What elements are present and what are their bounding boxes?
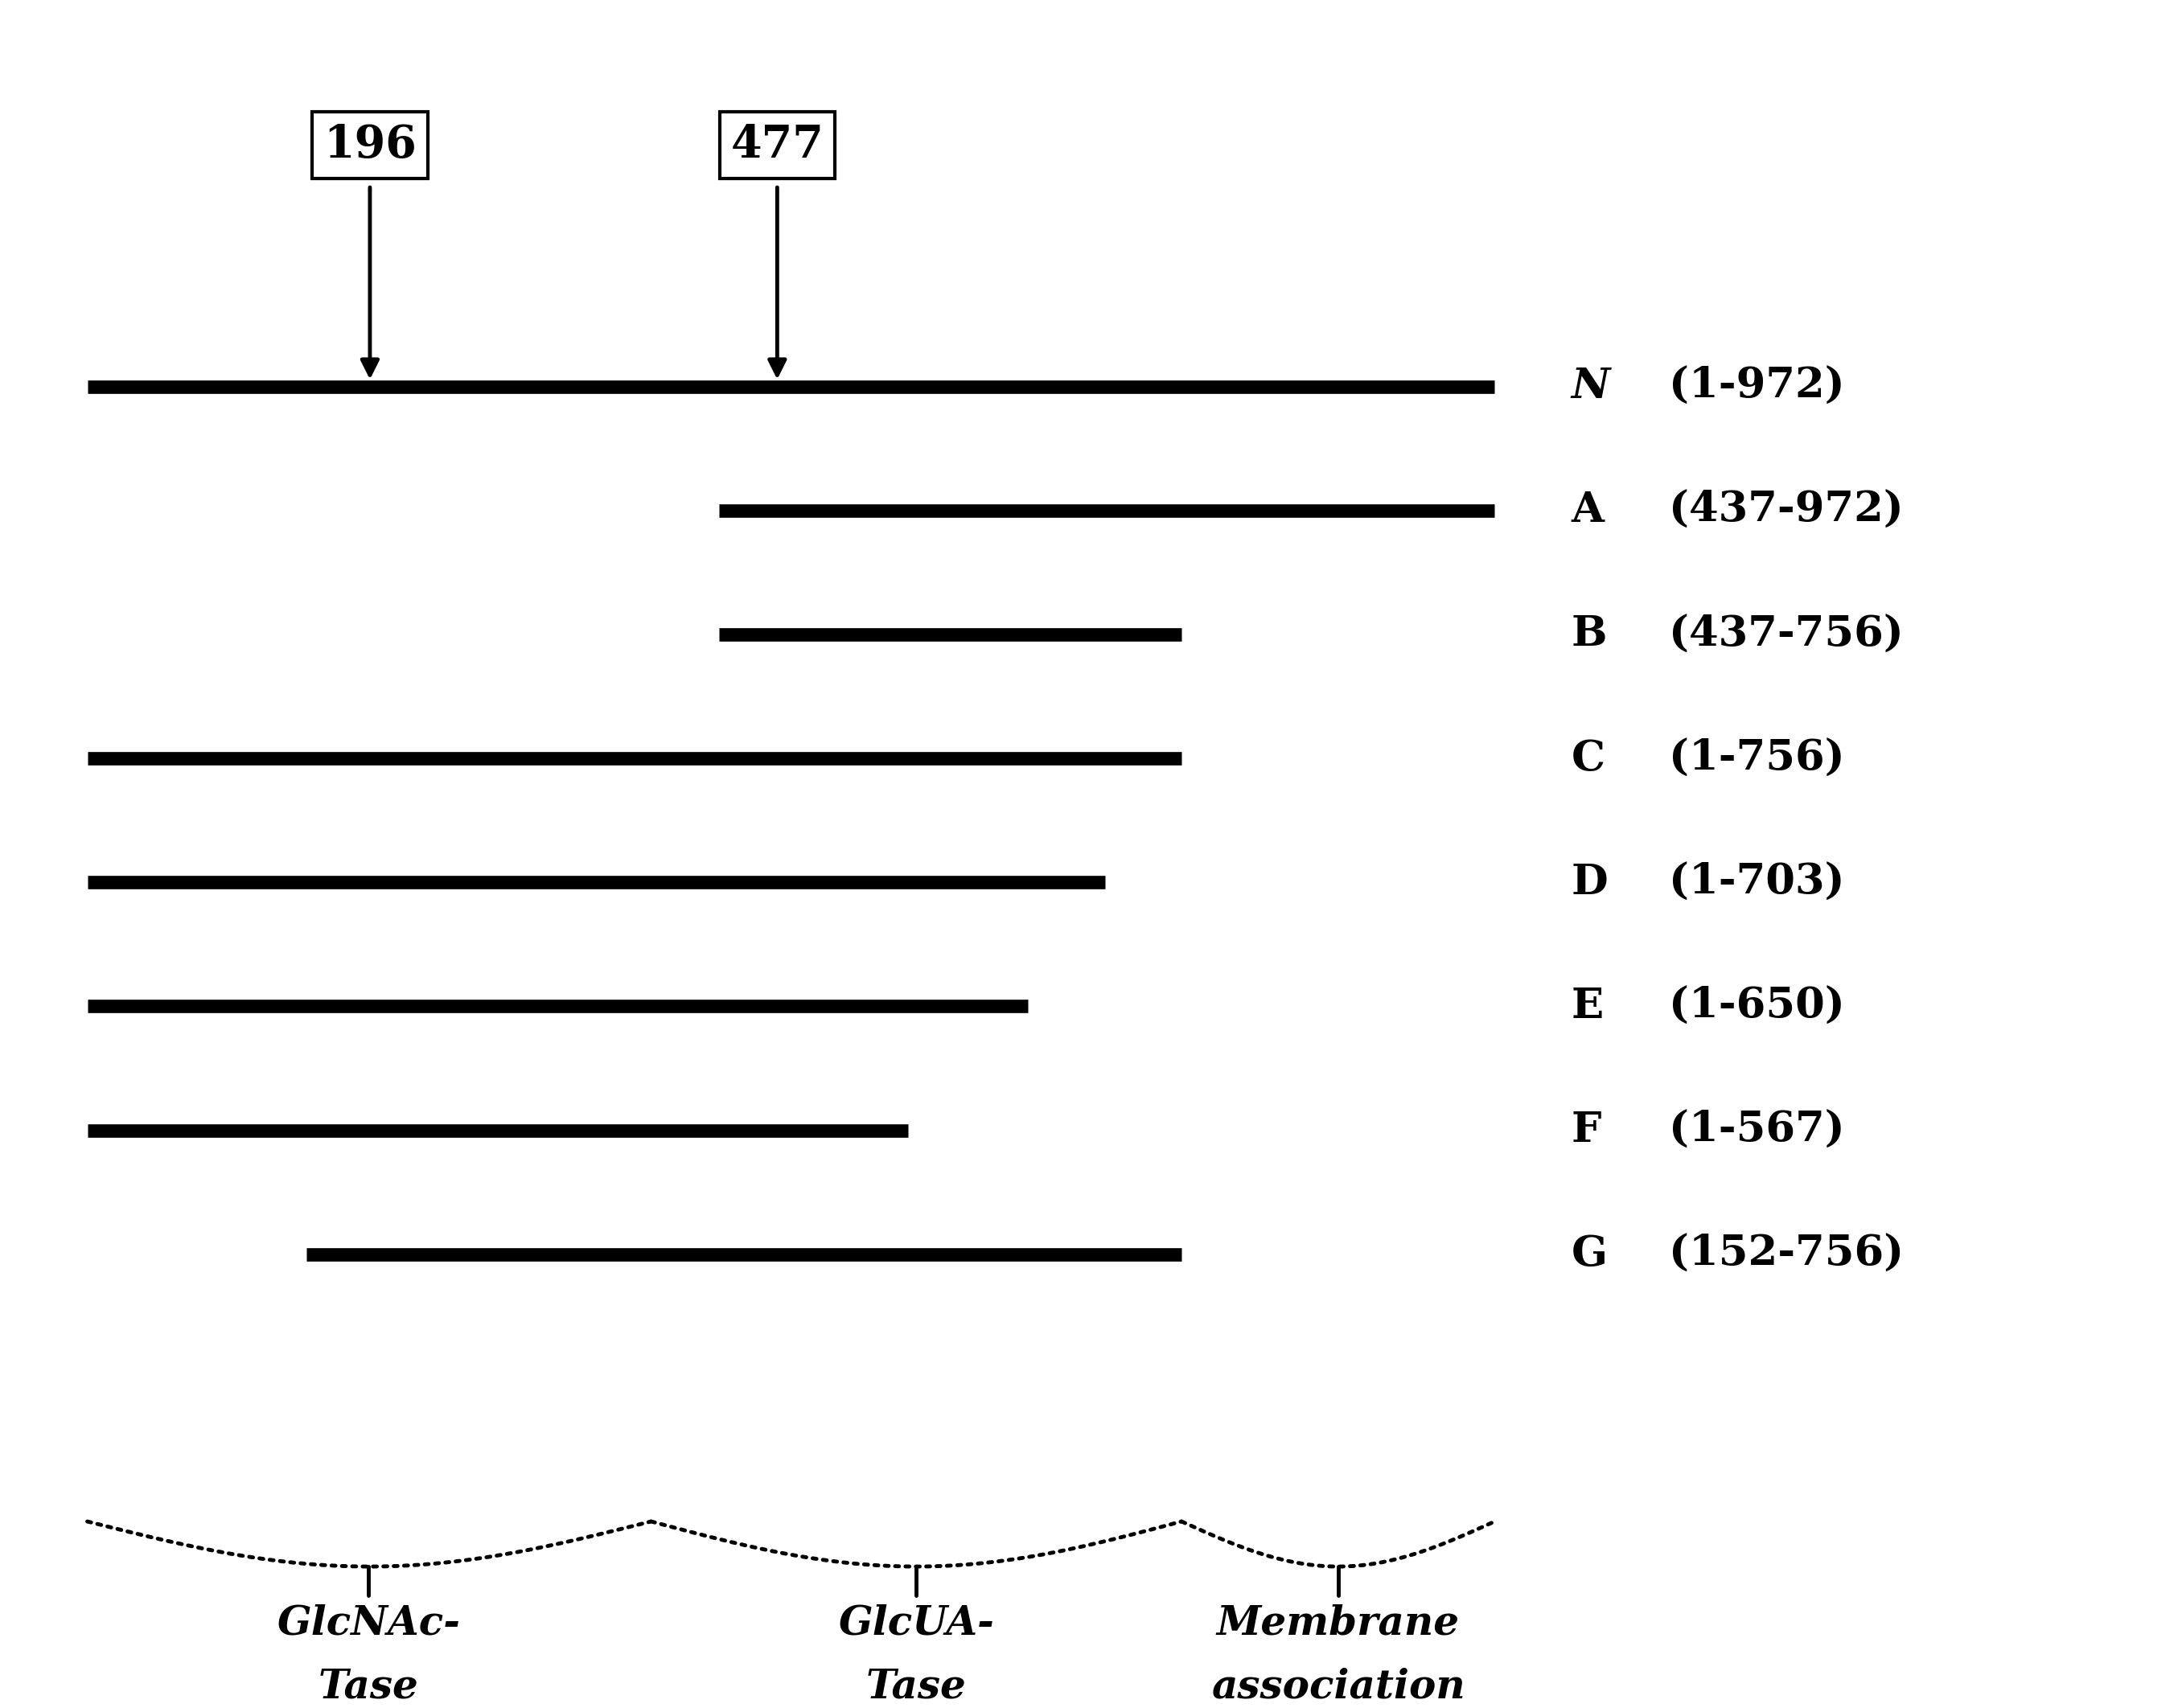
Text: E: E	[1571, 986, 1604, 1027]
Text: F: F	[1571, 1110, 1602, 1151]
Text: (1-567): (1-567)	[1669, 1110, 1846, 1151]
Text: (437-756): (437-756)	[1669, 613, 1905, 654]
Text: B: B	[1571, 613, 1606, 654]
Text: N: N	[1571, 366, 1610, 407]
Text: A: A	[1571, 490, 1604, 531]
Text: C: C	[1571, 738, 1604, 779]
Text: Membrane
association: Membrane association	[1211, 1604, 1464, 1706]
Text: G: G	[1571, 1233, 1608, 1274]
Text: (152-756): (152-756)	[1669, 1233, 1905, 1274]
Text: GlcUA-
Tase: GlcUA- Tase	[838, 1604, 995, 1706]
Text: (1-756): (1-756)	[1669, 738, 1846, 779]
Text: (1-972): (1-972)	[1669, 366, 1846, 407]
Text: 196: 196	[323, 123, 417, 167]
Text: 477: 477	[731, 123, 825, 167]
Text: D: D	[1571, 863, 1608, 904]
Text: (1-703): (1-703)	[1669, 863, 1846, 904]
Text: (437-972): (437-972)	[1669, 490, 1905, 531]
Text: (1-650): (1-650)	[1669, 986, 1846, 1027]
Text: GlcNAc-
Tase: GlcNAc- Tase	[277, 1604, 460, 1706]
